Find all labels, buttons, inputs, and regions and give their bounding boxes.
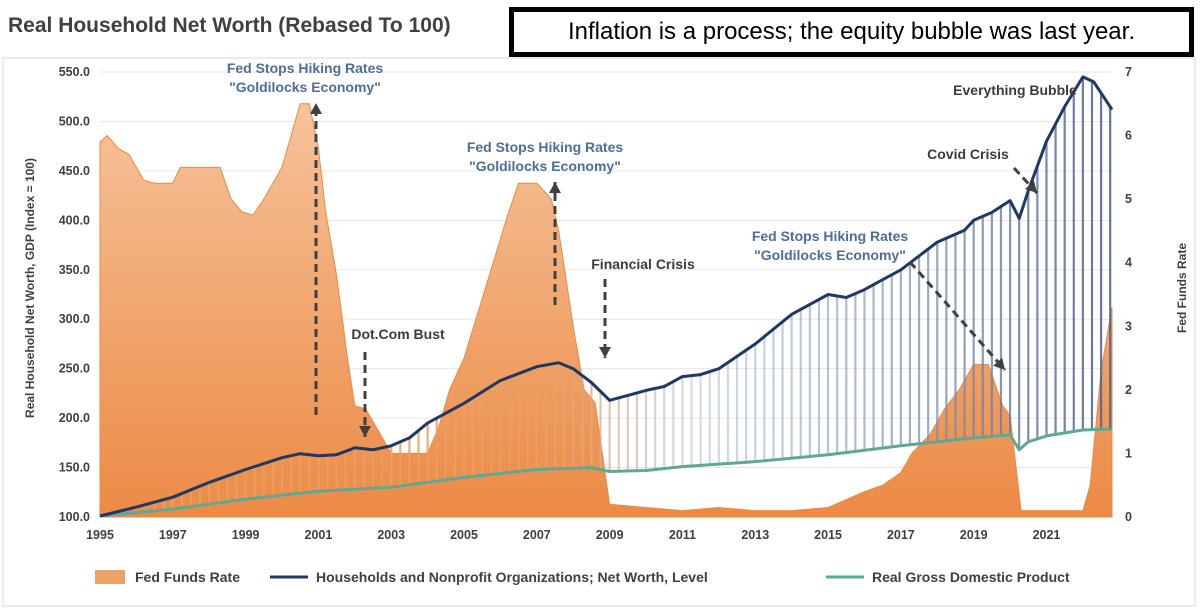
- callout-box: Inflation is a process; the equity bubbl…: [509, 7, 1194, 57]
- callout-text: Inflation is a process; the equity bubbl…: [568, 18, 1135, 45]
- left-tick-label: 200.0: [59, 411, 90, 425]
- annotation-arrowhead: [599, 347, 611, 358]
- right-tick-label: 6: [1125, 129, 1132, 143]
- x-tick-label: 2019: [960, 528, 988, 542]
- series-lines-layer: [99, 75, 1114, 518]
- net-worth-hatch-layer: [108, 76, 1112, 516]
- annotation-text: Financial Crisis: [591, 256, 695, 272]
- left-axis-label: Real Household Net Worth, GDP (Index = 1…: [23, 158, 37, 418]
- right-tick-label: 3: [1125, 319, 1132, 333]
- x-tick-label: 2009: [596, 528, 624, 542]
- annotation-text: "Goldilocks Economy": [754, 247, 906, 263]
- annotation-text: Covid Crisis: [927, 146, 1009, 162]
- annotation-text: Fed Stops Hiking Rates: [227, 60, 384, 76]
- left-tick-label: 350.0: [59, 263, 90, 277]
- legend: Fed Funds Rate Households and Nonprofit …: [95, 569, 1070, 585]
- annotation: Financial Crisis: [591, 256, 695, 358]
- annotation-text: Fed Stops Hiking Rates: [467, 139, 624, 155]
- right-axis-label: Fed Funds Rate: [1175, 243, 1189, 333]
- legend-label-fed-funds: Fed Funds Rate: [135, 569, 240, 585]
- annotation: Fed Stops Hiking Rates "Goldilocks Econom…: [467, 139, 624, 305]
- annotation-arrowhead: [359, 426, 371, 437]
- annotation: Covid Crisis: [927, 146, 1039, 195]
- gdp-line: [99, 427, 1113, 518]
- annotation-text: Everything Bubble: [953, 82, 1077, 98]
- legend-label-gdp: Real Gross Domestic Product: [872, 569, 1070, 585]
- annotation-arrowhead: [1025, 180, 1037, 193]
- annotation-text: Dot.Com Bust: [351, 326, 445, 342]
- x-tick-label: 2007: [523, 528, 551, 542]
- x-tick-label: 2013: [741, 528, 769, 542]
- left-tick-label: 100.0: [59, 510, 90, 524]
- annotation-text: Fed Stops Hiking Rates: [752, 228, 909, 244]
- x-tick-label: 2015: [814, 528, 842, 542]
- annotation-arrow: [908, 261, 1007, 371]
- fed-funds-area-layer: [99, 103, 1113, 518]
- x-tick-label: 2003: [377, 528, 405, 542]
- net-worth-line: [99, 75, 1114, 518]
- left-tick-label: 150.0: [59, 461, 90, 475]
- annotation-text: "Goldilocks Economy": [469, 158, 621, 174]
- x-tick-label: 2021: [1033, 528, 1061, 542]
- x-tick-label: 2001: [305, 528, 333, 542]
- annotation-arrowhead: [549, 182, 561, 193]
- left-tick-label: 550.0: [59, 65, 90, 79]
- right-tick-label: 7: [1125, 65, 1132, 79]
- left-tick-label: 300.0: [59, 312, 90, 326]
- fed-funds-area: [99, 103, 1113, 518]
- right-tick-label: 0: [1125, 510, 1132, 524]
- annotation-arrowhead: [993, 357, 1005, 370]
- annotation-text: "Goldilocks Economy": [229, 79, 381, 95]
- right-tick-label: 5: [1125, 192, 1132, 206]
- right-tick-label: 1: [1125, 446, 1132, 460]
- annotation-arrowhead: [310, 103, 322, 114]
- legend-swatch-fed-funds: [95, 570, 125, 584]
- x-tick-label: 2005: [450, 528, 478, 542]
- annotation: Fed Stops Hiking Rates "Goldilocks Econom…: [752, 228, 1007, 371]
- x-tick-label: 1995: [86, 528, 114, 542]
- left-tick-label: 450.0: [59, 164, 90, 178]
- annotation: Dot.Com Bust: [351, 326, 445, 437]
- x-tick-label: 1999: [232, 528, 260, 542]
- annotations-layer: Fed Stops Hiking Rates "Goldilocks Econom…: [227, 60, 1077, 437]
- x-tick-label: 2011: [669, 528, 696, 542]
- annotation: Fed Stops Hiking Rates "Goldilocks Econom…: [227, 60, 384, 415]
- left-tick-label: 500.0: [59, 114, 90, 128]
- left-tick-label: 400.0: [59, 213, 90, 227]
- tick-labels-layer: 100.0 150.0 200.0 250.0 300.0 350.0 400.0 450.0…: [59, 65, 1132, 542]
- right-tick-label: 4: [1125, 256, 1132, 270]
- chart-title: Real Household Net Worth (Rebased To 100…: [8, 14, 451, 37]
- left-tick-label: 250.0: [59, 362, 90, 376]
- x-tick-label: 1997: [159, 528, 187, 542]
- x-tick-label: 2017: [887, 528, 915, 542]
- legend-label-net-worth: Households and Nonprofit Organizations; …: [316, 569, 708, 585]
- plot-frame: [2, 57, 1196, 607]
- right-tick-label: 2: [1125, 383, 1132, 397]
- annotation: Everything Bubble: [953, 82, 1077, 98]
